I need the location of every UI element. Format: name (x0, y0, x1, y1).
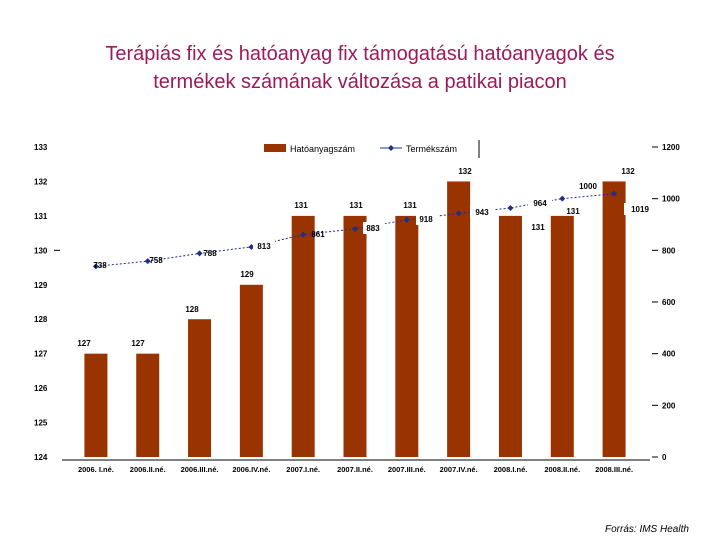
right-axis: 0 200 400 600 800 1000 1200 (652, 143, 680, 462)
x-axis: 2006. I.né. 2006.II.né. 2006.III.né. 2006.I… (62, 459, 650, 474)
line-data-label: 943 (475, 208, 489, 217)
x-tick-label: 2006.II.né. (130, 465, 166, 474)
bar (188, 319, 212, 457)
bar-data-label: 131 (294, 201, 308, 210)
x-tick-label: 2006. I.né. (78, 465, 114, 474)
x-tick-label: 2007.I.né. (286, 465, 320, 474)
line-label-box (470, 206, 494, 218)
chart-title: Terápiás fix és hatóanyag fix támogatású… (0, 40, 720, 96)
line-data-label: 788 (203, 249, 217, 258)
legend-bar-label: Hatóanyagszám (290, 144, 355, 154)
left-tick-label: 127 (34, 350, 48, 359)
x-tick-label: 2007.II.né. (337, 465, 373, 474)
right-tick-label: 200 (662, 401, 676, 410)
bar-data-label: 131 (403, 201, 417, 210)
line-point (455, 210, 462, 217)
line-series: 738 758 788 813 861 883 918 943 964 1000 1019 (92, 182, 652, 270)
legend-line-marker (388, 145, 394, 151)
line-label-box (624, 203, 652, 215)
bar (602, 181, 626, 457)
left-tick-label: 124 (34, 453, 48, 462)
source-note: Forrás: IMS Health (605, 524, 689, 535)
bar (136, 353, 160, 457)
line-label-box (363, 222, 385, 234)
left-tick-label: 131 (34, 212, 48, 221)
right-tick-label: 800 (662, 246, 676, 255)
bar (84, 353, 108, 457)
x-tick-label: 2008.I.né. (494, 465, 528, 474)
series-line (95, 193, 615, 267)
right-tick-label: 1200 (662, 143, 680, 152)
x-tick-label: 2007.IV.né. (440, 465, 478, 474)
right-tick-label: 400 (662, 350, 676, 359)
bar-data-label: 132 (621, 167, 635, 176)
bar-data-label: 129 (240, 270, 254, 279)
left-tick-label: 133 (34, 143, 48, 152)
bar (395, 215, 419, 457)
line-point (300, 231, 307, 238)
line-data-label: 883 (366, 224, 380, 233)
line-data-label: 758 (149, 256, 163, 265)
line-point (611, 190, 618, 197)
right-tick-label: 1000 (662, 195, 680, 204)
bar (343, 215, 367, 457)
bar-data-label: 132 (458, 167, 472, 176)
line-point (403, 216, 410, 223)
bar (498, 215, 522, 457)
line-point (248, 243, 255, 250)
bar (447, 181, 471, 457)
line-data-label: 738 (93, 261, 107, 270)
line-point (352, 225, 358, 232)
line-data-label: 1019 (631, 205, 649, 214)
line-data-label: 918 (419, 215, 433, 224)
x-tick-label: 2008.II.né. (544, 465, 580, 474)
bar-data-label: 127 (131, 339, 145, 348)
bar-data-label: 128 (185, 305, 199, 314)
line-label-box (528, 198, 552, 210)
x-tick-label: 2007.III.né. (388, 465, 426, 474)
bar (239, 284, 263, 457)
line-data-label: 1000 (579, 182, 597, 191)
bar-data-label: 127 (77, 339, 91, 348)
bar-data-label: 131 (531, 223, 545, 232)
line-point (144, 258, 151, 265)
bar (550, 215, 574, 457)
bar (291, 215, 315, 457)
line-point (559, 195, 566, 202)
right-tick-label: 0 (662, 453, 667, 462)
left-tick-label: 132 (34, 177, 48, 186)
title-line-1: Terápiás fix és hatóanyag fix támogatású… (105, 43, 615, 65)
legend: Hatóanyagszám Termékszám (264, 140, 480, 158)
line-point (196, 250, 203, 257)
bar-data-label: 131 (349, 201, 363, 210)
line-point (92, 263, 99, 270)
left-tick-label: 125 (34, 419, 48, 428)
left-axis: 124 125 126 127 128 129 130 131 132 133 (34, 143, 60, 462)
line-data-label: 861 (311, 230, 325, 239)
left-tick-label: 126 (34, 384, 48, 393)
x-tick-label: 2006.IV.né. (232, 465, 270, 474)
x-tick-label: 2006.III.né. (181, 465, 219, 474)
left-tick-label: 130 (34, 246, 48, 255)
x-tick-label: 2008.III.né. (595, 465, 633, 474)
legend-line-label: Termékszám (406, 144, 457, 154)
left-tick-label: 129 (34, 281, 48, 290)
legend-bar-swatch (264, 144, 286, 152)
line-data-label: 813 (257, 242, 271, 251)
line-point (507, 204, 514, 211)
line-label-box (253, 240, 275, 252)
title-line-2: termékek számának változása a patikai pi… (153, 71, 567, 93)
line-label-box (416, 213, 438, 225)
left-tick-label: 128 (34, 315, 48, 324)
bar-data-label: 131 (566, 207, 580, 216)
right-tick-label: 600 (662, 298, 676, 307)
line-data-label: 964 (533, 199, 547, 208)
bar-series: 127 127 128 129 131 131 131 132 131 131 132 (77, 167, 635, 457)
